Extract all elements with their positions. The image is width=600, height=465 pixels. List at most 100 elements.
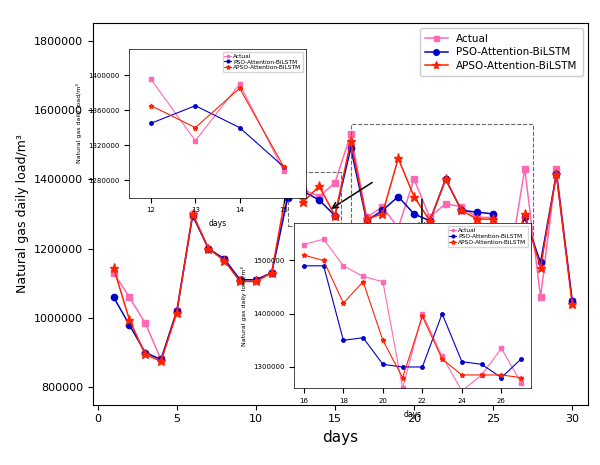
APSO-Attention-BiLSTM (142, 352, 149, 357)
APSO-Attention-BiLSTM (157, 359, 164, 364)
Legend: Actual, PSO-Attention-BiLSTM, APSO-Attention-BiLSTM: Actual, PSO-Attention-BiLSTM, APSO-Atten… (448, 226, 528, 246)
APSO-Attention-BiLSTM (553, 171, 560, 177)
APSO-Attention-BiLSTM (110, 265, 117, 271)
Actual (221, 256, 228, 262)
PSO-Attention-BiLSTM (569, 298, 576, 303)
APSO-Attention-BiLSTM (473, 216, 481, 222)
Line: PSO-Attention-BiLSTM: PSO-Attention-BiLSTM (110, 145, 575, 363)
Actual (157, 357, 164, 362)
APSO-Attention-BiLSTM (300, 199, 307, 205)
Actual (363, 214, 370, 220)
Actual (505, 263, 512, 269)
Actual (252, 277, 259, 283)
APSO-Attention-BiLSTM (442, 176, 449, 182)
PSO-Attention-BiLSTM (347, 145, 355, 151)
APSO-Attention-BiLSTM (521, 211, 529, 217)
Legend: Actual, PSO-Attention-BiLSTM, APSO-Attention-BiLSTM: Actual, PSO-Attention-BiLSTM, APSO-Atten… (223, 52, 303, 72)
Actual (410, 176, 418, 182)
APSO-Attention-BiLSTM (284, 182, 291, 187)
Actual (189, 211, 196, 217)
APSO-Attention-BiLSTM (189, 211, 196, 217)
Line: APSO-Attention-BiLSTM: APSO-Attention-BiLSTM (109, 137, 577, 366)
APSO-Attention-BiLSTM (537, 265, 544, 271)
Actual (395, 225, 402, 231)
Actual (347, 132, 355, 137)
Actual (300, 187, 307, 193)
PSO-Attention-BiLSTM (173, 308, 181, 314)
X-axis label: days: days (208, 219, 227, 228)
PSO-Attention-BiLSTM (157, 357, 164, 362)
Actual (142, 320, 149, 326)
APSO-Attention-BiLSTM (347, 138, 355, 144)
APSO-Attention-BiLSTM (426, 218, 433, 224)
PSO-Attention-BiLSTM (553, 171, 560, 177)
Actual (426, 214, 433, 220)
PSO-Attention-BiLSTM (252, 277, 259, 283)
PSO-Attention-BiLSTM (316, 197, 323, 203)
Actual (205, 246, 212, 252)
PSO-Attention-BiLSTM (221, 256, 228, 262)
Actual (569, 298, 576, 303)
Actual (521, 166, 529, 172)
Y-axis label: Natural gas daily load/m³: Natural gas daily load/m³ (16, 134, 29, 293)
APSO-Attention-BiLSTM (252, 279, 259, 284)
PSO-Attention-BiLSTM (110, 294, 117, 300)
APSO-Attention-BiLSTM (236, 279, 244, 284)
APSO-Attention-BiLSTM (505, 263, 512, 269)
APSO-Attention-BiLSTM (569, 301, 576, 307)
APSO-Attention-BiLSTM (410, 194, 418, 199)
Actual (331, 180, 338, 186)
Line: Actual: Actual (111, 132, 575, 362)
PSO-Attention-BiLSTM (521, 214, 529, 220)
APSO-Attention-BiLSTM (173, 310, 181, 315)
Actual (458, 204, 465, 210)
APSO-Attention-BiLSTM (379, 211, 386, 217)
PSO-Attention-BiLSTM (537, 259, 544, 265)
PSO-Attention-BiLSTM (189, 213, 196, 219)
APSO-Attention-BiLSTM (205, 246, 212, 252)
PSO-Attention-BiLSTM (442, 176, 449, 182)
Actual (236, 277, 244, 283)
PSO-Attention-BiLSTM (300, 189, 307, 194)
PSO-Attention-BiLSTM (236, 277, 244, 283)
PSO-Attention-BiLSTM (379, 208, 386, 213)
Actual (284, 194, 291, 199)
Legend: Actual, PSO-Attention-BiLSTM, APSO-Attention-BiLSTM: Actual, PSO-Attention-BiLSTM, APSO-Atten… (420, 28, 583, 76)
Actual (553, 166, 560, 172)
PSO-Attention-BiLSTM (268, 270, 275, 276)
Actual (537, 294, 544, 300)
X-axis label: days: days (403, 410, 422, 418)
Actual (442, 201, 449, 206)
Actual (316, 194, 323, 199)
Actual (379, 204, 386, 210)
APSO-Attention-BiLSTM (331, 213, 338, 219)
PSO-Attention-BiLSTM (126, 322, 133, 328)
X-axis label: days: days (322, 430, 359, 445)
APSO-Attention-BiLSTM (316, 183, 323, 189)
PSO-Attention-BiLSTM (426, 218, 433, 224)
PSO-Attention-BiLSTM (205, 246, 212, 252)
APSO-Attention-BiLSTM (395, 156, 402, 161)
Actual (110, 270, 117, 276)
APSO-Attention-BiLSTM (126, 317, 133, 322)
PSO-Attention-BiLSTM (458, 208, 465, 213)
Y-axis label: Natural gas daily load/m³: Natural gas daily load/m³ (241, 266, 247, 345)
PSO-Attention-BiLSTM (395, 194, 402, 199)
Actual (126, 294, 133, 300)
PSO-Attention-BiLSTM (473, 209, 481, 215)
PSO-Attention-BiLSTM (490, 211, 497, 217)
Actual (490, 214, 497, 220)
APSO-Attention-BiLSTM (268, 270, 275, 276)
PSO-Attention-BiLSTM (363, 218, 370, 224)
Actual (173, 308, 181, 314)
PSO-Attention-BiLSTM (142, 350, 149, 355)
APSO-Attention-BiLSTM (221, 258, 228, 264)
PSO-Attention-BiLSTM (331, 213, 338, 219)
PSO-Attention-BiLSTM (505, 258, 512, 264)
APSO-Attention-BiLSTM (458, 208, 465, 213)
Actual (268, 270, 275, 276)
Actual (473, 214, 481, 220)
PSO-Attention-BiLSTM (410, 211, 418, 217)
APSO-Attention-BiLSTM (490, 216, 497, 222)
PSO-Attention-BiLSTM (284, 195, 291, 201)
